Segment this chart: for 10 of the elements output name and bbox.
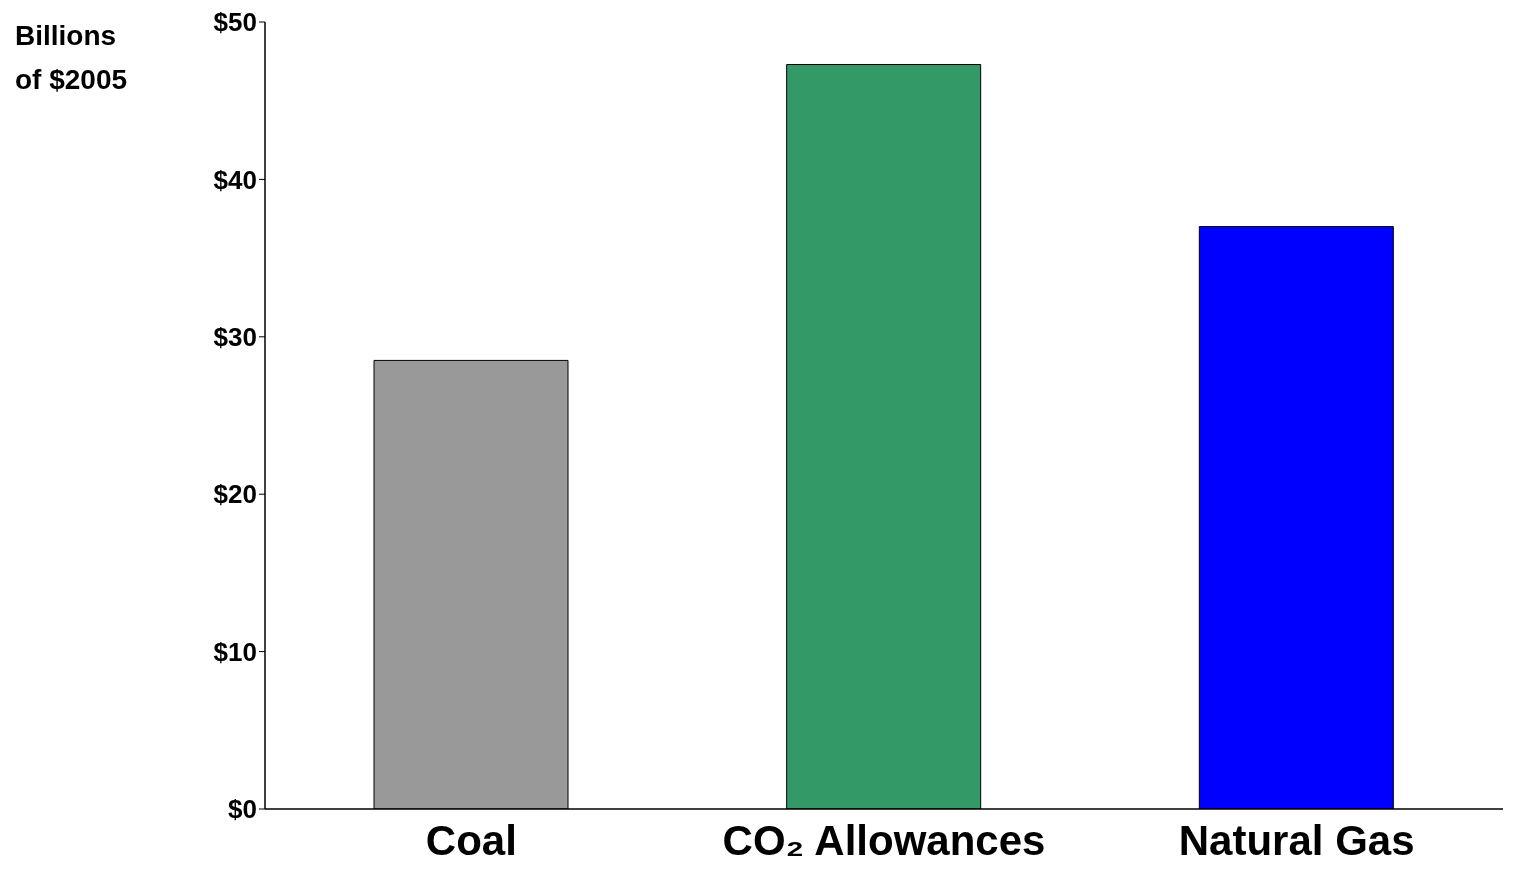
- y-tick-label: $40: [213, 164, 257, 195]
- y-tick-label: $0: [228, 794, 257, 825]
- y-tick-label: $20: [213, 479, 257, 510]
- x-tick-label: CO₂ Allowances: [722, 817, 1046, 864]
- y-tick-label: $50: [213, 7, 257, 38]
- x-tick-label: Coal: [425, 817, 517, 864]
- x-tick-label: Natural Gas: [1178, 817, 1415, 864]
- y-axis-title: Billions of $2005: [15, 19, 128, 97]
- y-tick-label: $10: [213, 636, 257, 667]
- y-tick-label: $30: [213, 322, 257, 353]
